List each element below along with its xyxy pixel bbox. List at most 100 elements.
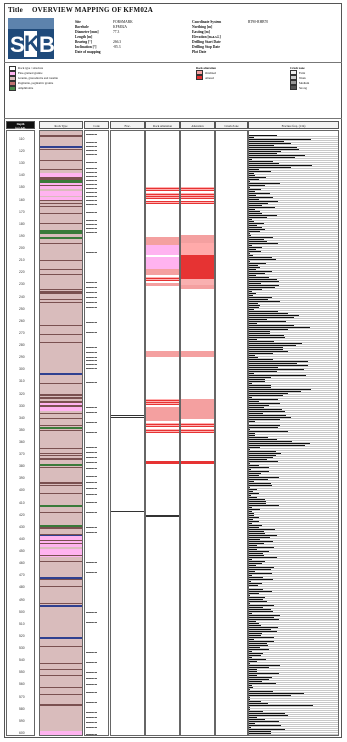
fracture-grid-line: [249, 328, 338, 329]
fracture-grid-line: [249, 688, 338, 689]
fracture-frequency-bar: [249, 469, 251, 470]
fracture-grid-line: [249, 652, 338, 653]
fracture-grid-line: [249, 244, 338, 245]
fracture-grid-line: [249, 638, 338, 639]
fracture-frequency-bar: [249, 347, 283, 348]
fracture-frequency-bar: [249, 419, 281, 420]
legend-label: Amphibolite: [18, 86, 34, 91]
fracture-frequency-bar: [249, 159, 253, 160]
fracture-frequency-bar: [249, 693, 305, 694]
code-note: ▬▬▬ ▬: [86, 651, 98, 654]
fracture-line: [111, 511, 144, 512]
code-note: ▬▬▬ ▬: [86, 363, 98, 366]
fracture-frequency-bar: [249, 559, 253, 560]
fracture-frequency-bar: [249, 155, 306, 156]
code-note: ▬▬▬ ▬: [86, 179, 98, 182]
fracture-grid-line: [249, 472, 338, 473]
fracture-frequency-bar: [249, 451, 276, 452]
fracture-grid-line: [249, 252, 338, 253]
rock-band-line: [40, 396, 82, 398]
fracture-frequency-bar: [249, 225, 257, 226]
fracture-frequency-bar: [249, 183, 280, 184]
legend-item: Granite, granodiorite and tonalite: [9, 76, 58, 81]
fracture-grid-line: [249, 154, 338, 155]
fracture-frequency-bar: [249, 593, 260, 594]
code-note: ▬▬▬ ▬: [86, 203, 98, 206]
fracture-grid-line: [249, 360, 338, 361]
fracture-frequency-bar: [249, 601, 267, 602]
fracture-grid-line: [249, 506, 338, 507]
fracture-frequency-bar: [249, 729, 285, 730]
fracture-frequency-bar: [249, 265, 258, 266]
fracture-frequency-bar: [249, 135, 278, 136]
fracture-grid-line: [249, 576, 338, 577]
depth-label: 370: [19, 452, 25, 457]
fracture-frequency-bar: [249, 493, 260, 494]
fracture-frequency-bar: [249, 275, 257, 276]
fracture-frequency-bar: [249, 461, 279, 462]
rock-band-line: [40, 528, 82, 530]
fracture-frequency-bar: [249, 621, 257, 622]
fracture-grid-line: [249, 552, 338, 553]
fracture-frequency-bar: [249, 345, 297, 346]
fracture-frequency-bar: [249, 279, 278, 280]
fracture-grid-line: [249, 634, 338, 635]
fracture-frequency-bar: [249, 205, 262, 206]
fracture-frequency-bar: [249, 283, 262, 284]
fracture-frequency-bar: [249, 367, 278, 368]
depth-label: 420: [19, 512, 25, 517]
code-note: ▬▬▬ ▬: [86, 421, 98, 424]
rock-band-line: [40, 291, 82, 293]
rock-band-line: [40, 505, 82, 508]
fracture-grid-line: [249, 704, 338, 705]
fracture-frequency-bar: [249, 519, 253, 520]
fracture-frequency-bar: [249, 255, 254, 256]
fracture-frequency-bar: [249, 375, 306, 376]
fracture-frequency-bar: [249, 329, 288, 330]
depth-label: 120: [19, 149, 25, 154]
fracture-frequency-bar: [249, 297, 273, 298]
fracture-frequency-bar: [249, 625, 262, 626]
fracture-grid-line: [249, 556, 338, 557]
rock-band-line: [40, 542, 82, 544]
alteration-band: [181, 285, 214, 289]
depth-label: 270: [19, 330, 25, 335]
fracture-grid-line: [249, 206, 338, 207]
fracture-frequency-bar: [249, 301, 280, 302]
fracture-grid-line: [249, 390, 338, 391]
info-right-value: RT90-RHB70: [248, 20, 269, 24]
code-note: ▬▬▬ ▬: [86, 291, 98, 294]
rock-band-line: [40, 180, 82, 183]
alteration-crush-band: [146, 283, 179, 286]
info-left-label: Inclination [°]: [75, 45, 97, 49]
alteration-crush-band: [146, 429, 179, 433]
fracture-grid-line: [249, 178, 338, 179]
fracture-grid-line: [249, 580, 338, 581]
fracture-frequency-bar: [249, 591, 273, 592]
code-note: ▬▬▬ ▬: [86, 351, 98, 354]
fracture-frequency-bar: [249, 401, 259, 402]
fracture-grid-line: [249, 346, 338, 347]
fracture-grid-line: [249, 310, 338, 311]
fracture-grid-line: [249, 570, 338, 571]
fracture-grid-line: [249, 458, 338, 459]
fracture-frequency-bar: [249, 711, 264, 712]
fracture-frequency-bar: [249, 237, 273, 238]
fracture-frequency-bar: [249, 387, 272, 388]
rock-band-line: [40, 148, 82, 150]
code-note: ▬▬▬ ▬: [86, 141, 98, 144]
fracture-frequency-bar: [249, 381, 265, 382]
legend-crush: Crush zone Faint Weak Medium Strong: [290, 66, 309, 91]
fracture-frequency-bar: [249, 373, 255, 374]
fracture-frequency-bar: [249, 719, 266, 720]
fracture-grid-line: [249, 442, 338, 443]
code-note: ▬▬▬ ▬: [86, 511, 98, 514]
header-label: Title: [8, 6, 23, 14]
legend-swatch: [290, 85, 297, 91]
fracture-frequency-bar: [249, 181, 250, 182]
fracture-frequency-bar: [249, 145, 274, 146]
legend-item: Strong: [290, 85, 309, 91]
fracture-grid-line: [249, 274, 338, 275]
fracture-frequency-bar: [249, 161, 273, 162]
fracture-grid-line: [249, 292, 338, 293]
